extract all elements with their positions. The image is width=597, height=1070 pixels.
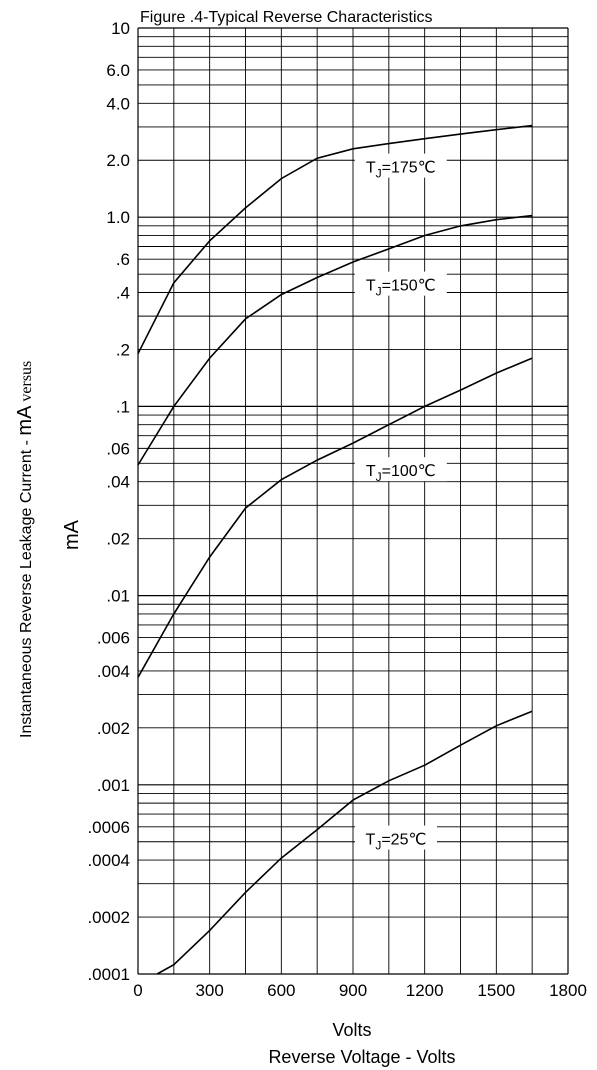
- curves: [137, 124, 533, 975]
- series-label-background: [355, 825, 437, 850]
- series-label-tj-25: TJ=25℃: [366, 832, 427, 853]
- y-axis-label-main: Instantaneous Reverse Leakage Current -: [18, 436, 35, 738]
- y-tick-label: .006: [97, 629, 130, 648]
- series-label-t: T: [366, 278, 376, 295]
- y-tick-label: 10: [111, 19, 130, 38]
- series-label-value: =25℃: [381, 832, 426, 849]
- series-label-t: T: [366, 463, 376, 480]
- series-label-value: =175℃: [382, 160, 436, 177]
- series-label-background: [354, 271, 447, 296]
- y-tick-labels: 10 6.0 4.0 2.0 1.0 .6 .4 .2 .1 .06 .04 .02 .01 .006 .0…: [87, 19, 130, 984]
- y-tick-label: .0006: [87, 818, 130, 837]
- y-tick-label: .0001: [87, 965, 130, 984]
- y-tick-label: .004: [97, 662, 130, 681]
- y-axis-label-unit: mA: [14, 405, 36, 436]
- x-tick-labels: 0 300 600 900 1200 1500 1800: [133, 981, 587, 1000]
- y-tick-label: 6.0: [106, 61, 130, 80]
- y-tick-label: 4.0: [106, 94, 130, 113]
- series-line-tj-25: [156, 710, 533, 975]
- y-axis-label: Instantaneous Reverse Leakage Current - …: [14, 361, 36, 738]
- series-label-tj-175: TJ=175℃: [366, 160, 436, 181]
- y-tick-label: .001: [97, 776, 130, 795]
- series-label-tj-150: TJ=150℃: [366, 278, 436, 299]
- series-label-background: [354, 457, 447, 482]
- y-tick-label: 2.0: [106, 151, 130, 170]
- x-tick-label: 1500: [477, 981, 515, 1000]
- x-tick-label: 300: [195, 981, 223, 1000]
- x-tick-label: 0: [133, 981, 142, 1000]
- y-tick-label: .01: [106, 587, 130, 606]
- series-label-subscript: J: [376, 167, 382, 181]
- series-label-value: =150℃: [382, 278, 436, 295]
- x-tick-label: 900: [339, 981, 367, 1000]
- series-label-subscript: J: [376, 285, 382, 299]
- series-labels: TJ=175℃TJ=150℃TJ=100℃TJ=25℃: [354, 153, 447, 853]
- chart-title: Figure .4-Typical Reverse Characteristic…: [140, 9, 433, 26]
- x-tick-label: 1200: [406, 981, 444, 1000]
- series-label-t: T: [366, 160, 376, 177]
- x-axis-label-volts: Volts: [332, 1020, 371, 1040]
- y-tick-label: .0004: [87, 851, 130, 870]
- x-axis-label: Reverse Voltage - Volts: [268, 1047, 455, 1067]
- series-label-t: T: [366, 832, 376, 849]
- series-label-value: =100℃: [382, 463, 436, 480]
- series-line-tj-100: [137, 357, 533, 678]
- y-tick-label: .1: [116, 397, 130, 416]
- x-tick-label: 600: [267, 981, 295, 1000]
- series-label-tj-100: TJ=100℃: [366, 463, 436, 484]
- y-tick-label: .06: [106, 439, 130, 458]
- series-line-tj-175: [137, 124, 533, 355]
- series-label-background: [354, 153, 447, 178]
- y-tick-label: .02: [106, 530, 130, 549]
- grid: [137, 27, 569, 975]
- y-tick-label: .04: [106, 473, 130, 492]
- series-line-tj-150: [137, 214, 533, 466]
- series-label-subscript: J: [375, 839, 381, 853]
- series-label-subscript: J: [376, 470, 382, 484]
- y-tick-label: .4: [116, 283, 130, 302]
- y-tick-label: 1.0: [106, 208, 130, 227]
- x-tick-label: 1800: [549, 981, 587, 1000]
- y-tick-label: .0002: [87, 908, 130, 927]
- y-axis-label-unit2: mA: [61, 519, 83, 550]
- y-tick-label: .6: [116, 250, 130, 269]
- y-axis-label-versus: versus: [18, 361, 35, 402]
- y-tick-label: .002: [97, 719, 130, 738]
- y-tick-label: .2: [116, 340, 130, 359]
